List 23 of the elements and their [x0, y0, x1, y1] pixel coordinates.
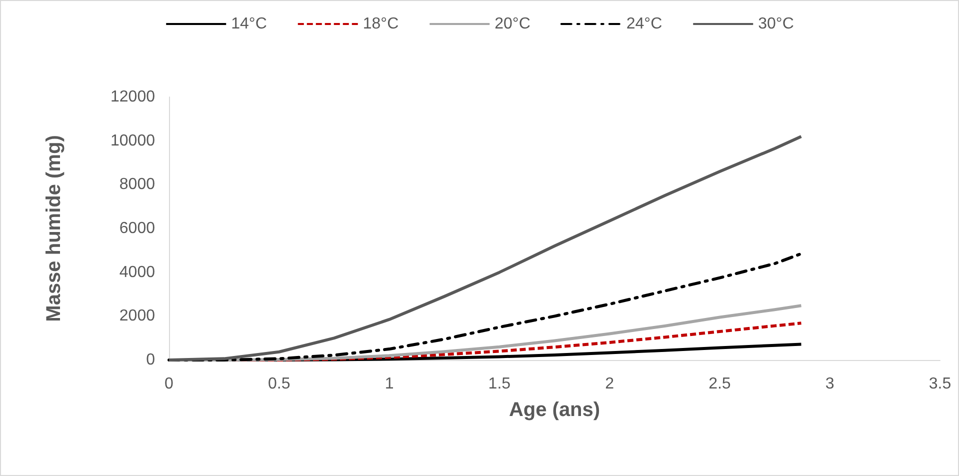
x-tick-label: 0.5 [268, 376, 290, 392]
legend-label: 18°C [362, 16, 399, 32]
legend-label: 24°C [626, 16, 662, 32]
x-tick-label: 1 [384, 376, 394, 392]
x-tick-label: 2 [605, 376, 614, 392]
x-tick-label: 0 [164, 376, 174, 392]
x-tick-label: 3.5 [928, 376, 952, 392]
legend-label: 14°C [231, 16, 267, 32]
legend-label: 30°C [758, 16, 794, 32]
x-tick-label: 2.5 [708, 376, 731, 392]
x-axis-title: Age (ans) [508, 399, 600, 421]
y-tick-label: 0 [146, 352, 156, 368]
legend-label: 20°C [494, 16, 530, 32]
y-axis-title: Masse humide (mg) [43, 135, 65, 322]
y-tick-label: 8000 [119, 176, 156, 194]
line-series [168, 134, 803, 362]
y-tick-label: 4000 [119, 264, 156, 281]
y-tick-label: 12000 [110, 88, 156, 106]
x-tick-label: 3 [825, 376, 834, 392]
y-tick-label: 2000 [119, 308, 156, 325]
y-tick-label: 6000 [119, 220, 156, 237]
y-tick-label: 10000 [110, 132, 156, 150]
x-tick-label: 1.5 [488, 376, 511, 392]
